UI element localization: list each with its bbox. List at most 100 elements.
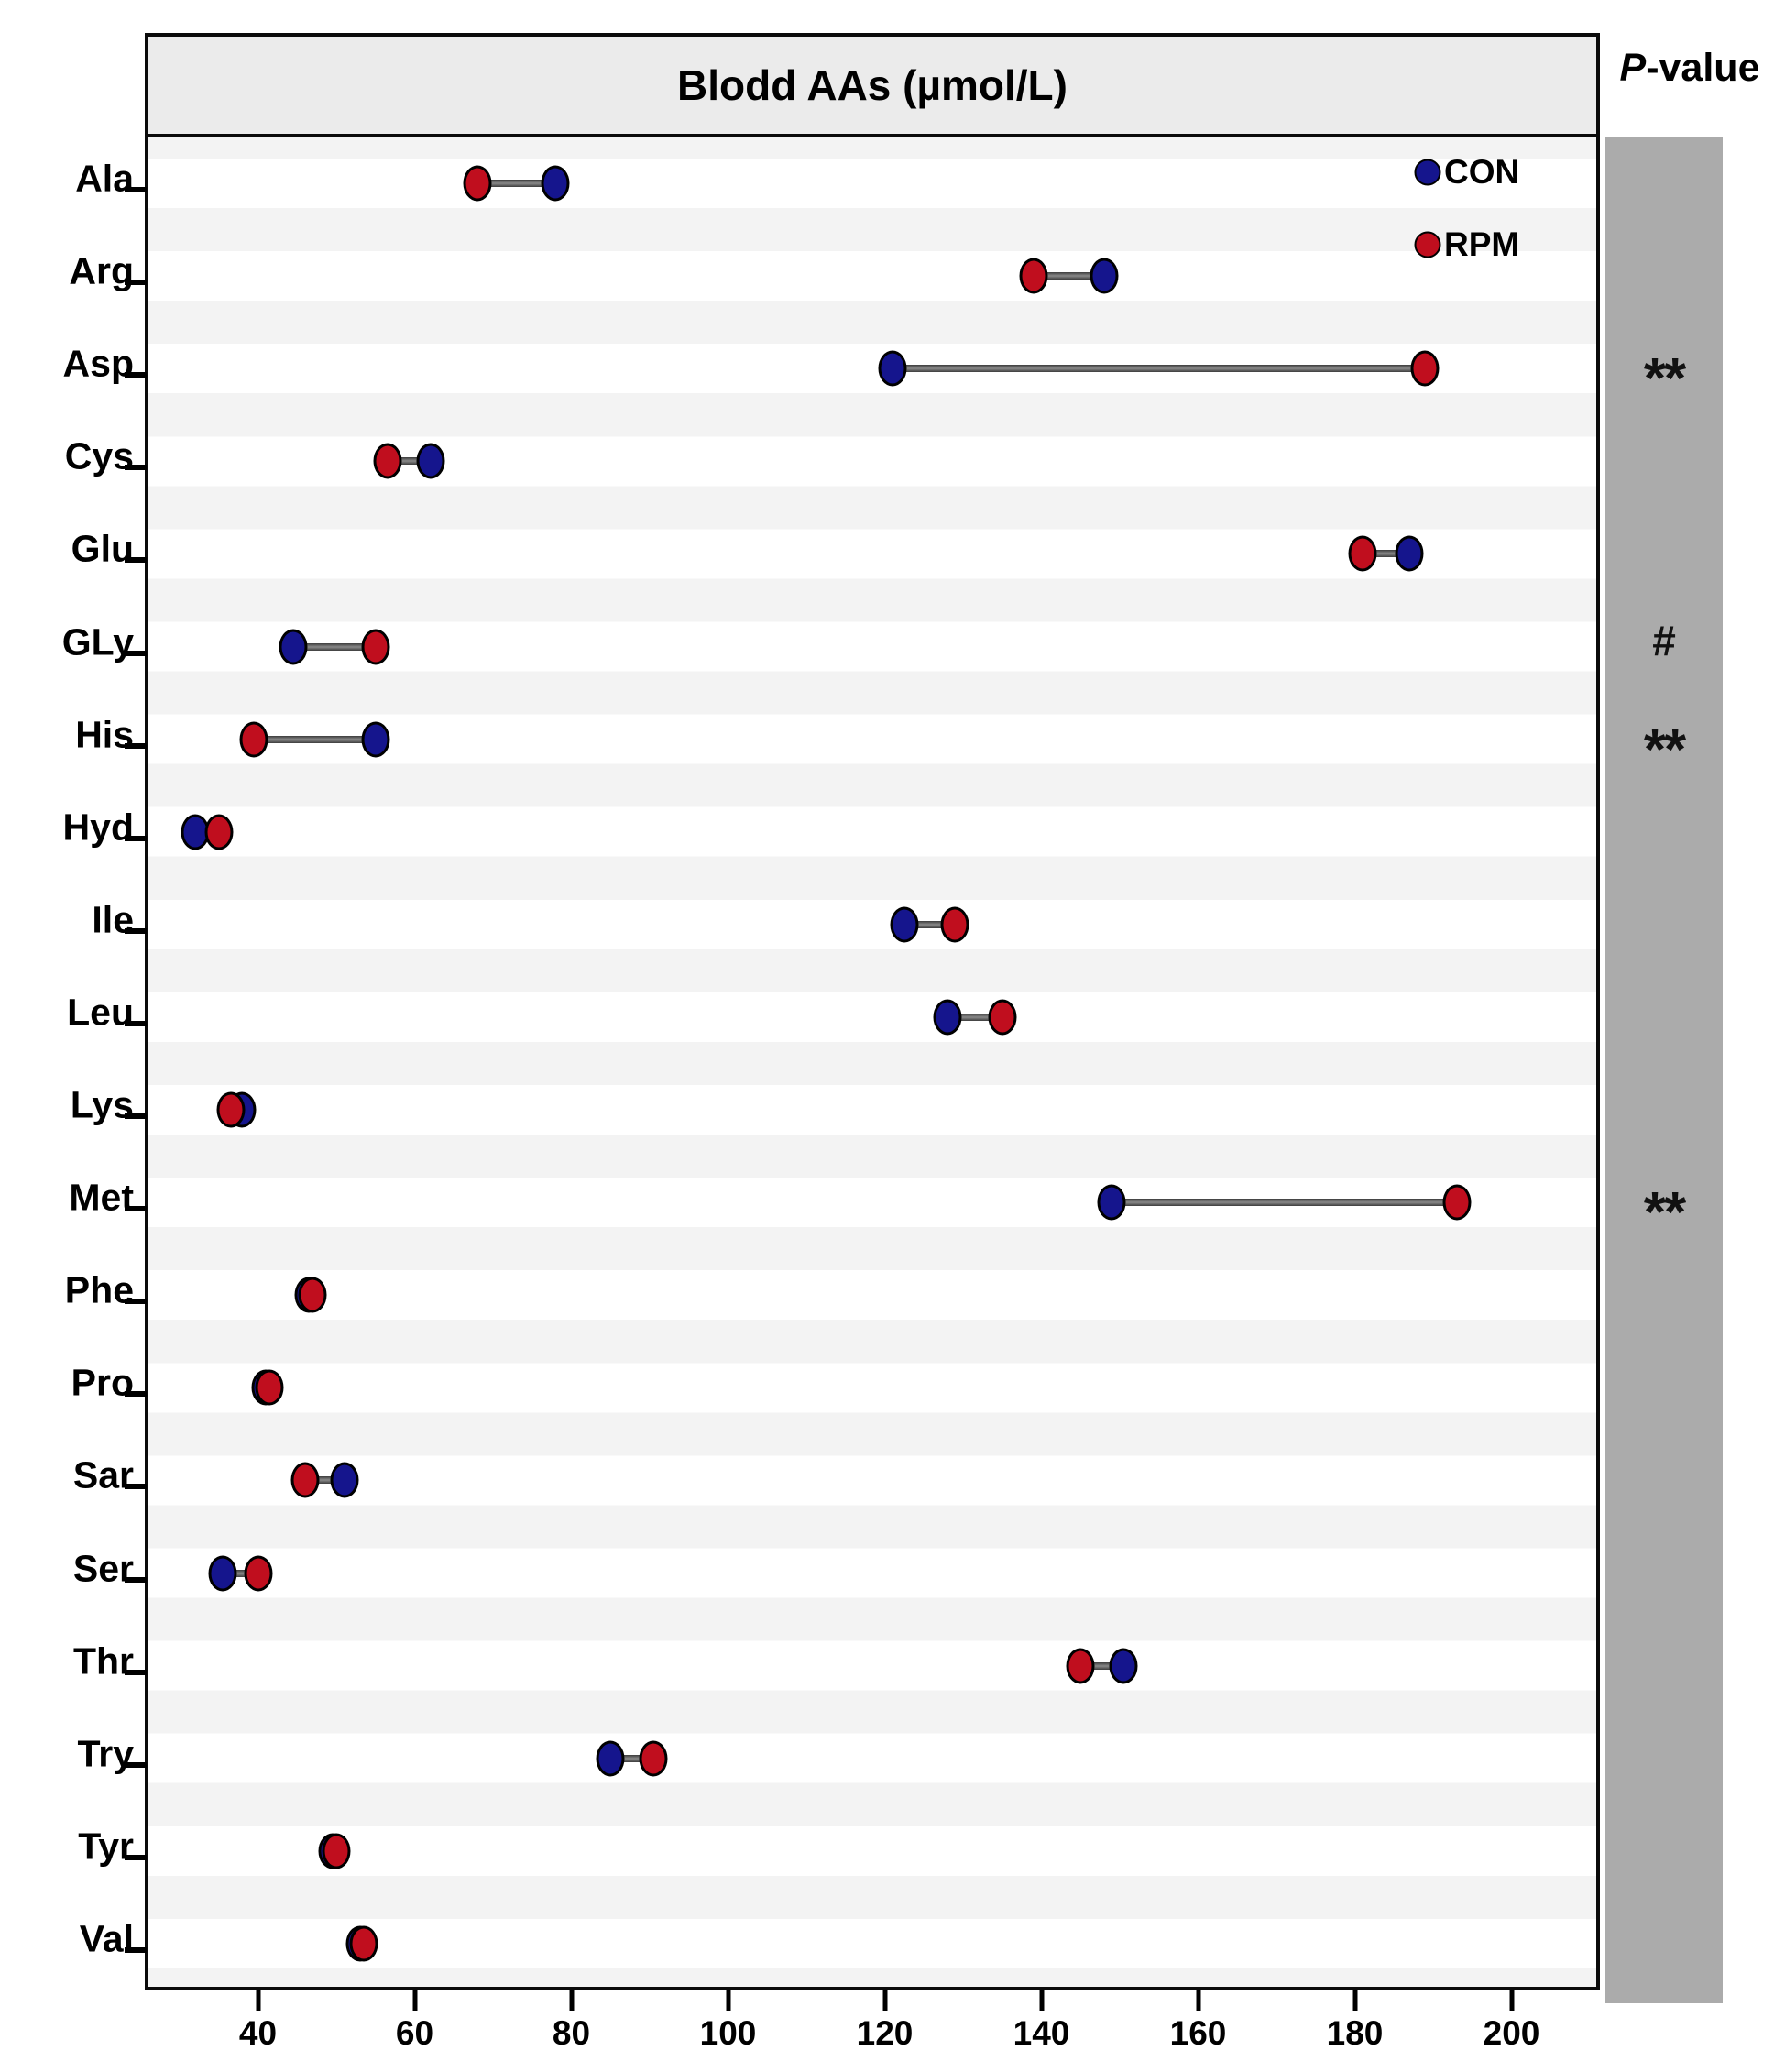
y-axis-tick (125, 187, 147, 192)
dumbbell-connector (292, 642, 376, 651)
x-axis-tick (1039, 1990, 1044, 2011)
dumbbell-connector (1033, 272, 1104, 280)
data-point-con (361, 721, 390, 758)
dumbbell-connector (903, 920, 956, 928)
y-axis-tick (125, 1299, 147, 1305)
y-axis-tick (125, 650, 147, 656)
y-axis-tick (125, 280, 147, 286)
legend-label-con: CON (1444, 153, 1520, 191)
x-axis-tick (256, 1990, 260, 2011)
data-point-con (208, 1555, 237, 1591)
data-point-rpm (239, 721, 268, 758)
x-axis-tick-label: 40 (238, 2014, 278, 2052)
data-point-rpm (361, 629, 390, 664)
y-axis-tick (125, 1576, 147, 1583)
dumbbell-connector (1080, 1661, 1124, 1670)
data-point-rpm (322, 1833, 351, 1869)
data-point-rpm (349, 1925, 378, 1962)
y-axis-tick (125, 742, 147, 749)
data-point-rpm (1410, 350, 1440, 387)
x-axis-tick-label: 60 (395, 2014, 434, 2052)
data-point-rpm (940, 906, 969, 943)
data-point-rpm (298, 1277, 327, 1313)
data-point-con (596, 1740, 625, 1777)
data-point-rpm (255, 1369, 284, 1406)
significance-marker: ** (1643, 347, 1686, 411)
x-axis-tick-label: 160 (1169, 2014, 1227, 2052)
y-axis-label: Tyr (78, 1825, 134, 1868)
y-axis-tick (125, 372, 147, 378)
data-point-rpm (1066, 1648, 1095, 1684)
data-point-con (1090, 258, 1119, 294)
y-axis-label: Lys (70, 1083, 134, 1126)
y-axis-label: Cys (64, 434, 134, 477)
data-point-rpm (244, 1555, 272, 1591)
y-axis-tick (125, 1854, 147, 1860)
data-point-rpm (204, 814, 234, 850)
dumbbell-connector (476, 180, 556, 187)
data-point-con (1395, 535, 1424, 572)
dumbbell-connector (223, 1569, 258, 1577)
y-axis-tick (125, 1206, 147, 1212)
data-point-con (890, 906, 919, 943)
pvalue-header-p: P (1619, 46, 1647, 90)
data-point-rpm (463, 165, 492, 202)
data-point-con (416, 443, 445, 479)
x-axis-tick (412, 1990, 417, 2011)
dumbbell-connector (304, 1476, 345, 1485)
chart-title: Blodd AAs (µmol/L) (677, 61, 1068, 109)
y-axis-label: Try (77, 1732, 134, 1775)
y-axis-tick (125, 1946, 147, 1953)
data-point-rpm (216, 1091, 246, 1128)
x-axis-tick (726, 1990, 730, 2011)
legend-dot-con (1414, 159, 1441, 186)
significance-marker: # (1652, 616, 1676, 664)
dumbbell-connector (610, 1754, 654, 1762)
y-axis-label: Phe (64, 1268, 134, 1311)
y-axis-label: Hyd (62, 806, 134, 849)
plot-area: CON RPM (145, 134, 1600, 1990)
data-point-con (1097, 1184, 1126, 1221)
significance-marker: ** (1643, 1181, 1686, 1245)
x-axis-tick (1352, 1990, 1357, 2011)
x-axis-tick (569, 1990, 574, 2011)
y-axis-label: Met (69, 1176, 134, 1219)
data-point-con (330, 1462, 359, 1498)
x-axis-tick-label: 140 (1013, 2014, 1070, 2052)
dumbbell-connector (1363, 550, 1410, 558)
significance-marker: ** (1643, 718, 1686, 782)
data-point-rpm (639, 1740, 668, 1777)
x-axis-tick-label: 100 (699, 2014, 757, 2052)
y-axis-label: Asp (62, 342, 134, 385)
y-axis-tick (125, 1761, 147, 1768)
data-point-con (279, 629, 308, 664)
data-point-con (541, 165, 570, 202)
y-axis: Ala Arg Asp Cys Glu GLy His Hyd Ile Leu Lys Met Phe P… (0, 137, 148, 1987)
data-point-con (1109, 1648, 1138, 1684)
dumbbell-connector (254, 735, 376, 743)
data-point-con (878, 350, 907, 387)
data-point-rpm (1442, 1184, 1472, 1221)
y-axis-tick (125, 835, 147, 841)
pvalue-column-header: P-value (1594, 46, 1785, 110)
y-axis-tick (125, 1484, 147, 1490)
y-axis-label: Pro (71, 1361, 134, 1404)
data-point-rpm (1019, 258, 1048, 294)
x-axis-tick-label: 180 (1326, 2014, 1384, 2052)
data-point-con (933, 999, 962, 1036)
y-axis-tick (125, 1391, 147, 1398)
y-axis-label: Ile (92, 898, 134, 941)
dumbbell-connector (892, 365, 1426, 373)
y-axis-label: Glu (71, 527, 134, 570)
y-axis-label: Ser (72, 1547, 134, 1589)
dumbbell-connector (387, 457, 431, 466)
x-axis-tick (882, 1990, 887, 2011)
y-axis-tick (125, 1669, 147, 1675)
chart-title-band: Blodd AAs (µmol/L) (145, 33, 1600, 137)
y-axis-tick (125, 557, 147, 564)
dumbbell-connector (947, 1013, 1002, 1021)
x-axis-tick-label: 200 (1483, 2014, 1540, 2052)
y-axis-label: Val (79, 1917, 134, 1960)
data-point-rpm (373, 443, 402, 479)
